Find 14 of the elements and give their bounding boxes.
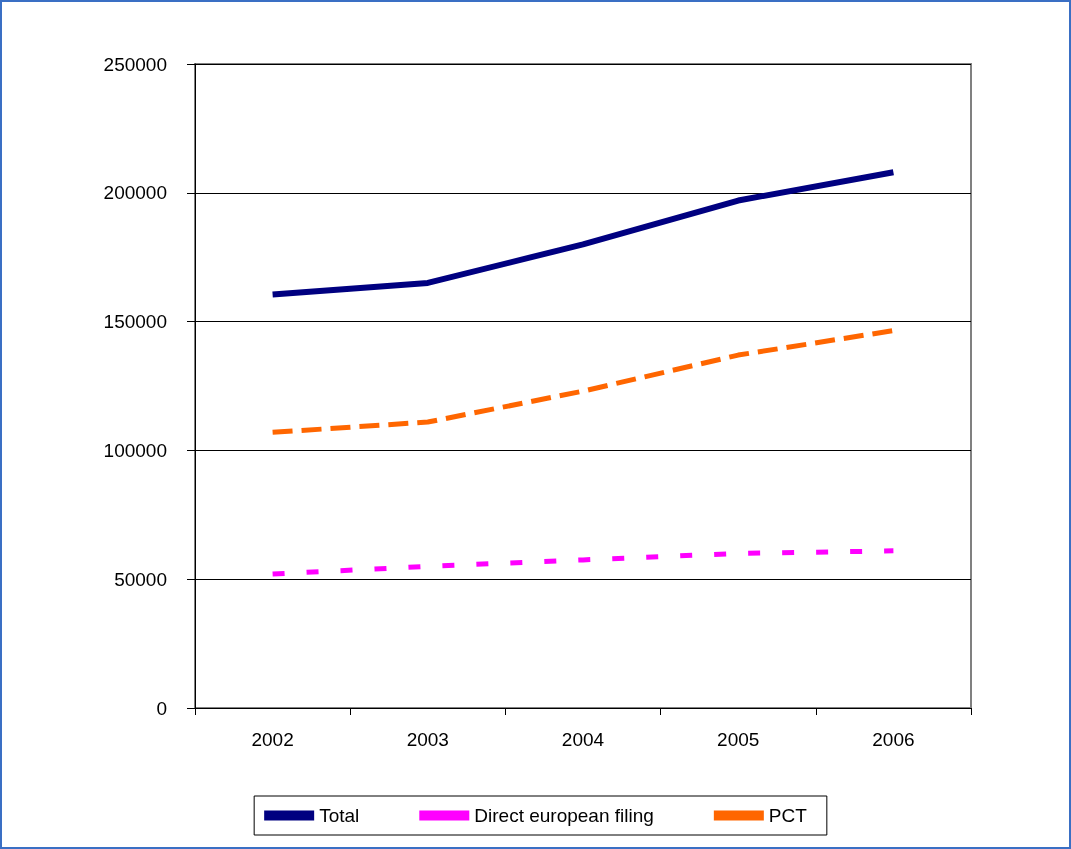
- x-tick-label: 2006: [872, 729, 915, 750]
- legend-label: PCT: [768, 805, 808, 826]
- x-tick-label: 2002: [251, 729, 294, 750]
- y-tick-label: 100000: [103, 439, 167, 461]
- y-tick-label: 250000: [103, 53, 167, 75]
- x-tick-label: 2004: [561, 729, 605, 750]
- y-tick-label: 200000: [103, 182, 167, 204]
- x-tick-label: 2003: [406, 729, 449, 750]
- y-tick-label: 150000: [103, 311, 167, 333]
- y-tick-label: 50000: [114, 568, 167, 590]
- y-tick-label: 0: [156, 697, 167, 719]
- legend-label: Total: [319, 805, 360, 826]
- x-tick-label: 2005: [717, 729, 760, 750]
- legend-label: Direct european filing: [474, 805, 654, 826]
